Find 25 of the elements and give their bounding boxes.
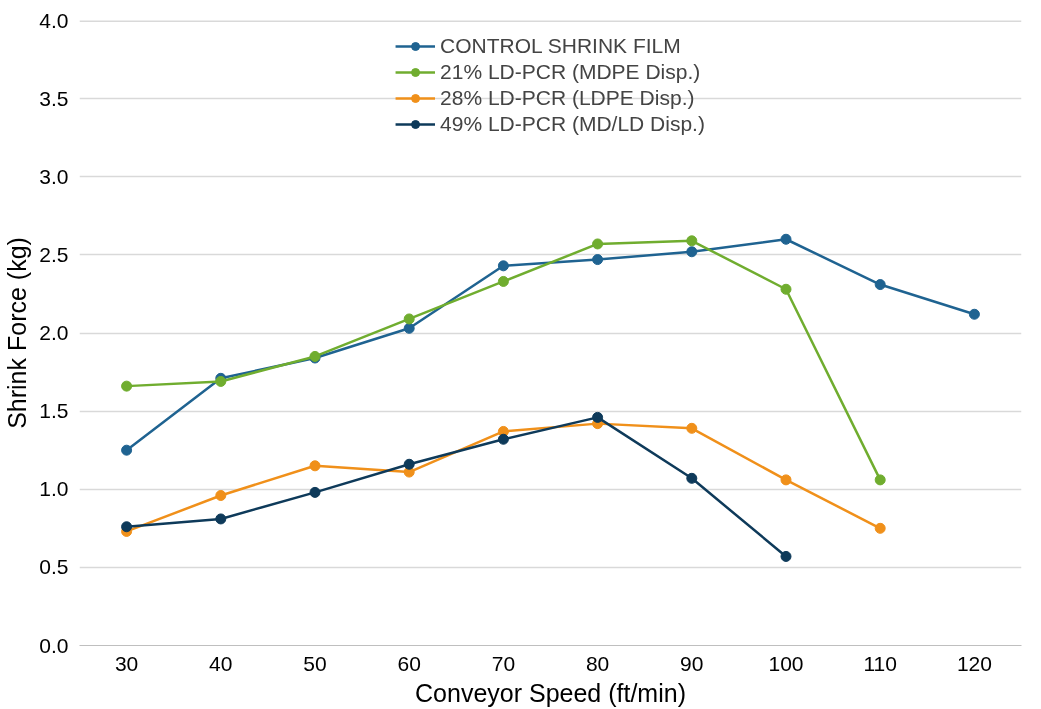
x-tick-label: 40	[209, 651, 233, 675]
x-tick-label: 110	[863, 651, 897, 675]
x-tick-label: 70	[491, 651, 516, 675]
y-tick-label: 0.0	[39, 633, 69, 657]
y-tick-label: 3.0	[39, 164, 69, 188]
x-tick-label: 60	[397, 651, 421, 675]
y-tick-label: 2.5	[39, 242, 69, 266]
x-tick-label: 120	[956, 651, 992, 675]
x-tick-label: 90	[680, 651, 704, 675]
y-tick-label: 2.0	[39, 321, 69, 344]
x-tick-label: 30	[114, 651, 139, 675]
x-tick-label: 100	[768, 651, 804, 675]
y-tick-label: 0.5	[39, 555, 69, 579]
y-tick-label: 4.0	[39, 8, 69, 32]
y-tick-label: 3.5	[39, 86, 69, 110]
y-axis-title: Shrink Force (kg)	[3, 237, 32, 429]
legend-label: 28% LD-PCR (LDPE Disp.)	[440, 86, 695, 110]
legend-label: 21% LD-PCR (MDPE Disp.)	[440, 60, 701, 84]
legend-label: CONTROL SHRINK FILM	[440, 34, 681, 58]
x-tick-label: 80	[585, 651, 610, 675]
x-tick-label: 50	[303, 651, 327, 675]
x-axis-title: Conveyor Speed (ft/min)	[415, 678, 686, 707]
y-tick-label: 1.5	[39, 399, 69, 423]
legend-label: 49% LD-PCR (MD/LD Disp.)	[440, 112, 705, 136]
y-tick-label: 1.0	[39, 477, 69, 501]
